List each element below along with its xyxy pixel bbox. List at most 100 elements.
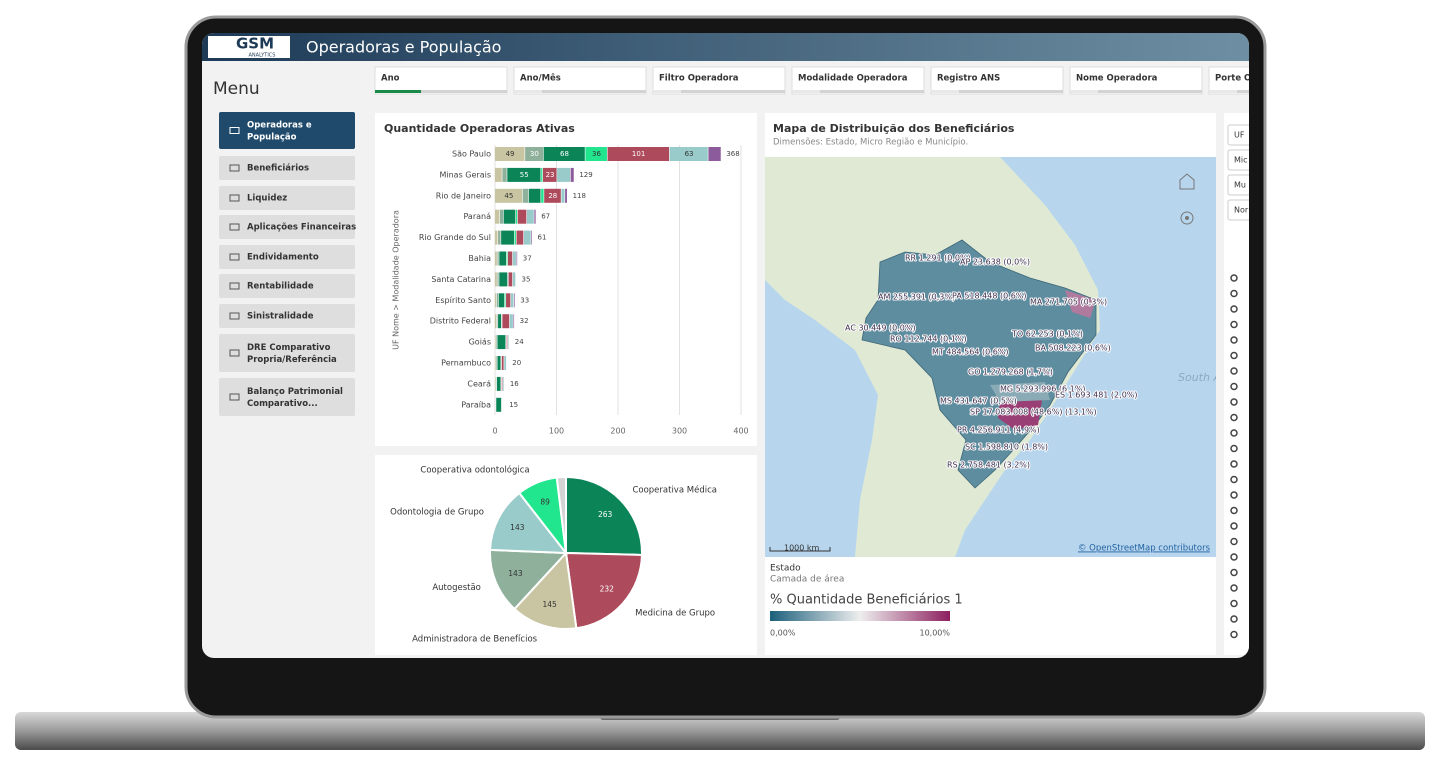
bar-segment[interactable] [498, 293, 505, 308]
bar-segment[interactable] [508, 272, 513, 287]
bar-segment[interactable] [534, 209, 536, 224]
map-label[interactable]: PR 4.256.911 (4,9%) [956, 425, 1041, 436]
menu-item[interactable] [219, 378, 355, 416]
map-label[interactable]: PA 518.448 (0,6%) [951, 291, 1028, 302]
expand-icon[interactable] [1230, 305, 1238, 313]
map-label[interactable]: MT 484.564 (0,6%) [931, 347, 1010, 358]
bar-segment[interactable] [502, 314, 510, 329]
bar-segment[interactable] [501, 376, 503, 391]
bar-segment[interactable] [506, 293, 511, 308]
expand-icon[interactable] [1230, 320, 1238, 329]
attribution[interactable]: © OpenStreetMap contributors [1078, 544, 1211, 554]
menu-item[interactable] [219, 156, 355, 180]
bar-segment[interactable] [499, 272, 508, 287]
locate-icon[interactable] [1180, 211, 1194, 225]
filter-box[interactable] [1208, 66, 1341, 95]
bar-segment[interactable] [515, 209, 518, 224]
bar-segment[interactable] [496, 314, 498, 329]
field-box[interactable] [1227, 174, 1268, 196]
expand-icon[interactable] [1230, 599, 1238, 608]
menu-item[interactable] [219, 245, 355, 269]
expand-icon[interactable] [1230, 336, 1238, 344]
bar-segment[interactable] [497, 272, 499, 287]
bar-segment[interactable] [507, 167, 541, 182]
bar-segment[interactable] [517, 209, 527, 224]
bar-segment[interactable] [512, 251, 516, 266]
bar-segment[interactable] [495, 147, 525, 161]
expand-icon[interactable] [1230, 444, 1238, 453]
menu-item[interactable] [219, 304, 355, 328]
pie-slice[interactable] [564, 551, 644, 630]
bar-segment[interactable] [501, 356, 504, 370]
expand-icon[interactable] [1230, 537, 1238, 546]
expand-icon[interactable] [1230, 630, 1238, 639]
bar-segment[interactable] [495, 356, 496, 370]
bar-segment[interactable] [497, 251, 499, 266]
map-label[interactable]: MA 271.705 (0,3%) [1029, 297, 1108, 308]
menu-item[interactable] [219, 215, 355, 239]
bar-segment[interactable] [514, 230, 516, 245]
bar-segment[interactable] [543, 147, 585, 161]
expand-icon[interactable] [1230, 506, 1238, 515]
bar-segment[interactable] [495, 293, 497, 308]
field-box[interactable] [1227, 199, 1268, 221]
expand-icon[interactable] [1230, 475, 1238, 484]
pie-slice[interactable] [565, 475, 643, 556]
bar-segment[interactable] [557, 167, 571, 182]
filter-box[interactable] [1069, 66, 1203, 95]
bar-segment[interactable] [507, 335, 509, 350]
map-label[interactable]: MS 431.647 (0,5%) [939, 396, 1018, 407]
map-label[interactable]: SC 1.598.810 (1,8%) [964, 442, 1049, 453]
expand-icon[interactable] [1230, 274, 1238, 282]
bar-segment[interactable] [501, 230, 515, 245]
bar-segment[interactable] [541, 188, 544, 203]
bar-segment[interactable] [496, 356, 497, 370]
map-label[interactable]: AP 23.638 (0,0%) [959, 257, 1031, 268]
bar-segment[interactable] [607, 147, 670, 161]
map[interactable]: South A RR 1.291 (0,0%)AP 23.638 (0,0%) A… [765, 157, 1221, 557]
bar-segment[interactable] [541, 167, 543, 182]
expand-icon[interactable] [1230, 584, 1238, 592]
bar-segment[interactable] [496, 293, 499, 308]
map-label[interactable]: RS 2.758.481 (3,2%) [946, 460, 1031, 471]
bar-segment[interactable] [570, 167, 574, 182]
bar-segment[interactable] [495, 230, 498, 245]
bar-segment[interactable] [495, 314, 497, 329]
bar-segment[interactable] [512, 272, 516, 287]
bar-segment[interactable] [502, 376, 504, 391]
bar-segment[interactable] [496, 376, 501, 391]
home-icon[interactable] [1179, 173, 1195, 190]
bar-segment[interactable] [503, 209, 516, 224]
map-label[interactable]: TO 62.253 (0,1%) [1010, 329, 1084, 340]
expand-icon[interactable] [1230, 460, 1238, 468]
bar-segment[interactable] [528, 188, 541, 203]
bar-segment[interactable] [495, 167, 502, 182]
bar-segment[interactable] [506, 251, 508, 266]
bar-segment[interactable] [504, 293, 506, 308]
expand-icon[interactable] [1230, 367, 1238, 375]
expand-icon[interactable] [1230, 491, 1238, 499]
expand-icon[interactable] [1230, 413, 1238, 422]
menu-item[interactable] [219, 334, 355, 372]
bar-segment[interactable] [507, 251, 513, 266]
bar-segment[interactable] [523, 230, 531, 245]
bar-segment[interactable] [561, 188, 565, 203]
expand-icon[interactable] [1230, 429, 1238, 437]
bar-segment[interactable] [495, 272, 497, 287]
bar-segment[interactable] [708, 147, 721, 161]
bar-segment[interactable] [499, 209, 504, 224]
bar-segment[interactable] [669, 147, 708, 161]
map-label[interactable]: RR 1.291 (0,0%) [904, 253, 972, 264]
bar-segment[interactable] [509, 314, 513, 329]
bar-segment[interactable] [513, 314, 515, 329]
bar-segment[interactable] [506, 335, 508, 350]
expand-icon[interactable] [1230, 553, 1238, 561]
bar-segment[interactable] [516, 230, 524, 245]
bar-segment[interactable] [495, 209, 500, 224]
bar-segment[interactable] [504, 356, 507, 370]
bar-segment[interactable] [516, 251, 518, 266]
expand-icon[interactable] [1230, 398, 1238, 406]
map-label[interactable]: GO 1.279.268 (1,7%) [967, 367, 1054, 378]
menu-item[interactable] [219, 112, 355, 149]
bar-segment[interactable] [495, 188, 523, 203]
